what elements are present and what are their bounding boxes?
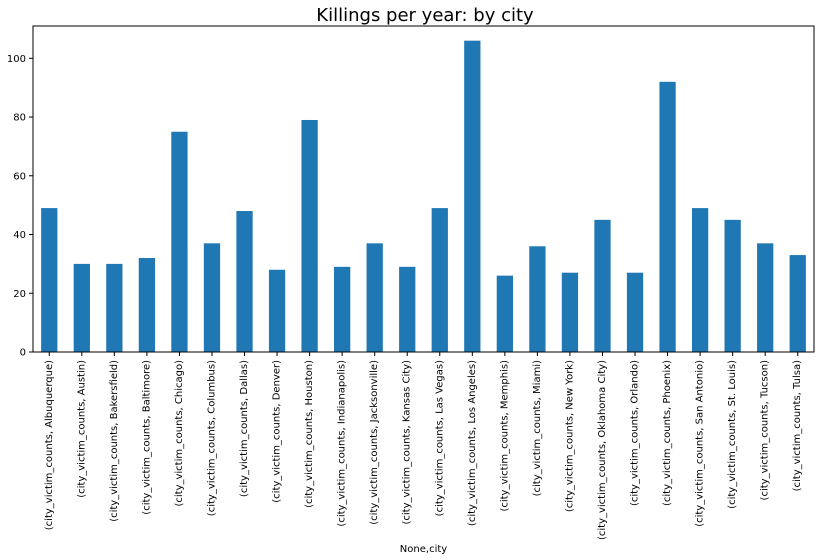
- x-tick-label: (city_victim_counts, Los Angeles): [467, 360, 478, 526]
- x-tick-label: (city_victim_counts, Oklahoma City): [597, 360, 608, 540]
- y-tick-label: 60: [13, 171, 26, 182]
- bar: [399, 266, 416, 352]
- x-axis: (city_victim_counts, Albuquerque) (city_v…: [44, 352, 803, 540]
- x-tick-label: (city_victim_counts, Dallas): [239, 360, 250, 497]
- x-tick-label: (city_victim_counts, Memphis): [499, 360, 510, 512]
- bar: [626, 272, 644, 352]
- x-tick-label: (city_victim_counts, Chicago): [174, 360, 185, 507]
- bar: [301, 119, 318, 352]
- x-tick-label: (city_victim_counts, New York): [564, 360, 575, 512]
- bar: [561, 272, 579, 352]
- bar: [73, 263, 90, 352]
- y-tick-label: 40: [13, 230, 26, 241]
- x-tick-label: (city_victim_counts, Indianapolis): [337, 360, 348, 527]
- x-tick-label: (city_victim_counts, St. Louis): [727, 360, 738, 509]
- x-tick-label: (city_victim_counts, Albuquerque): [44, 360, 55, 530]
- x-tick-label: (city_victim_counts, Jacksonville): [369, 360, 380, 525]
- x-tick-label: (city_victim_counts, Tucson): [760, 360, 771, 501]
- x-axis-label: None,city: [400, 544, 447, 555]
- x-tick-label: (city_victim_counts, Denver): [272, 360, 283, 503]
- y-tick-label: 0: [20, 348, 26, 359]
- x-tick-label: (city_victim_counts, Bakersfield): [109, 360, 120, 522]
- bar: [138, 258, 156, 352]
- bar: [236, 211, 253, 352]
- bar: [41, 208, 58, 352]
- x-tick-label: (city_victim_counts, San Antonio): [695, 360, 706, 527]
- bar: [334, 266, 351, 352]
- x-tick-label: (city_victim_counts, Las Vegas): [434, 360, 445, 516]
- bar: [659, 81, 676, 353]
- bar: [171, 131, 188, 352]
- chart-title: Killings per year: by city: [316, 5, 534, 26]
- x-tick-label: (city_victim_counts, Tulsa): [792, 360, 803, 491]
- plot-frame: [32, 25, 815, 353]
- bar: [691, 208, 709, 352]
- y-axis: 0 20 40 60 80 100: [7, 54, 33, 359]
- bars-layer: [41, 40, 806, 353]
- y-tick-label: 80: [13, 113, 26, 124]
- y-tick-label: 20: [13, 289, 26, 300]
- bar: [366, 243, 383, 352]
- bar: [464, 40, 481, 353]
- bar: [106, 263, 123, 352]
- x-tick-label: (city_victim_counts, Kansas City): [402, 360, 413, 525]
- y-tick-label: 100: [7, 54, 26, 65]
- bar: [496, 275, 513, 352]
- bar: [431, 208, 448, 352]
- x-tick-label: (city_victim_counts, Houston): [304, 360, 315, 508]
- x-tick-label: (city_victim_counts, Phoenix): [662, 360, 673, 506]
- bar: [594, 219, 611, 352]
- bar: [724, 219, 741, 352]
- bar: [757, 243, 774, 352]
- x-tick-label: (city_victim_counts, Miami): [532, 360, 543, 496]
- x-tick-label: (city_victim_counts, Orlando): [630, 360, 641, 506]
- bar: [203, 243, 221, 352]
- bar: [789, 255, 806, 352]
- x-tick-label: (city_victim_counts, Baltimore): [141, 360, 152, 515]
- bar: [268, 269, 286, 352]
- bar: [529, 246, 546, 352]
- x-tick-label: (city_victim_counts, Austin): [76, 360, 87, 498]
- x-tick-label: (city_victim_counts, Columbus): [206, 360, 217, 516]
